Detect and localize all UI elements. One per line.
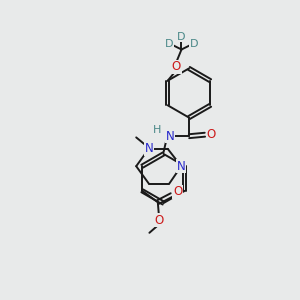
Text: N: N — [144, 142, 153, 155]
Text: O: O — [154, 214, 164, 227]
Text: O: O — [206, 128, 215, 141]
Text: O: O — [172, 60, 181, 73]
Text: N: N — [166, 130, 175, 143]
Text: H: H — [153, 124, 161, 135]
Text: O: O — [173, 185, 182, 198]
Text: N: N — [177, 160, 186, 173]
Text: D: D — [165, 39, 173, 49]
Text: D: D — [190, 39, 198, 49]
Text: D: D — [177, 32, 186, 42]
